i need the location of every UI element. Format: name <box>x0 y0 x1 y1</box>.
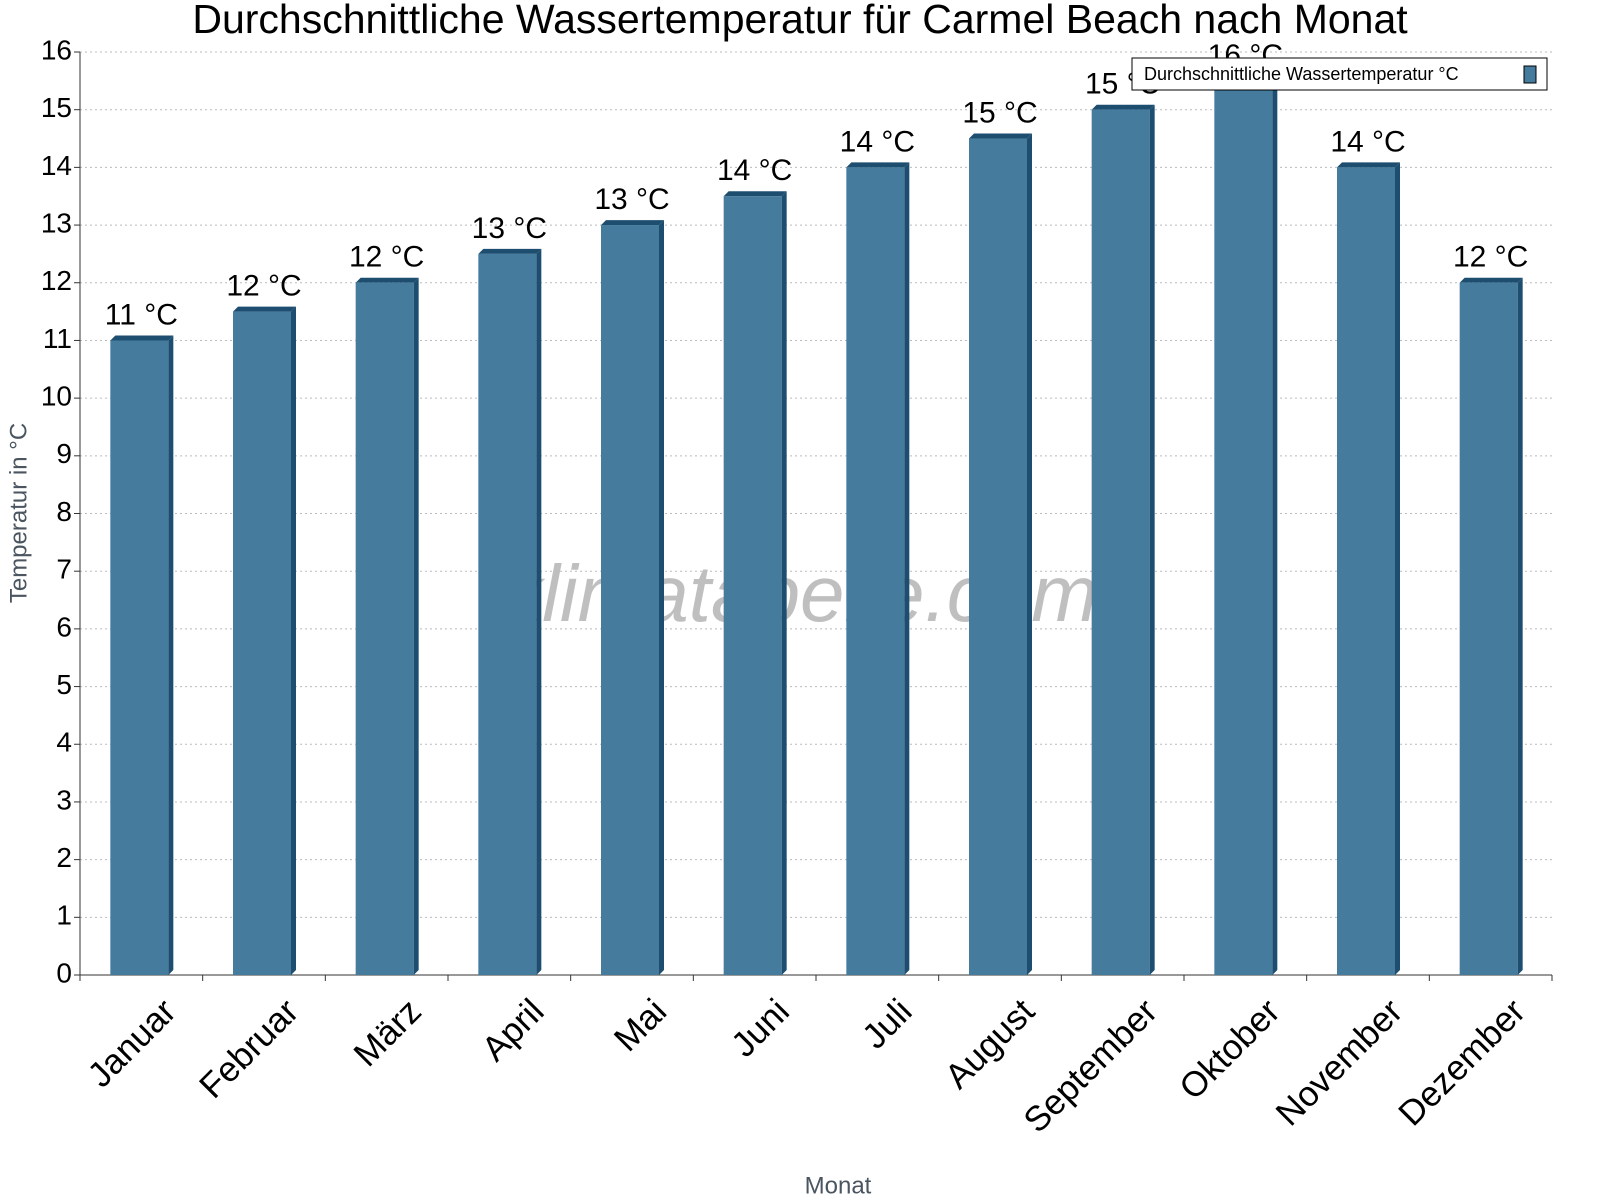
value-label: 14 °C <box>1330 125 1405 158</box>
value-label: 12 °C <box>226 270 301 303</box>
x-tick-label: August <box>938 991 1043 1096</box>
y-tick-label: 7 <box>56 554 72 585</box>
x-tick-label: November <box>1268 991 1410 1133</box>
y-tick-label: 5 <box>56 669 72 700</box>
bar-side <box>291 306 296 975</box>
bar <box>723 196 782 975</box>
value-label: 12 °C <box>349 241 424 274</box>
bar-top <box>233 306 296 312</box>
bar <box>1337 167 1395 975</box>
y-tick-label: 14 <box>41 150 72 181</box>
y-tick-label: 4 <box>56 727 72 758</box>
y-tick-label: 10 <box>41 381 72 412</box>
x-tick-label: Februar <box>192 991 306 1105</box>
bar-top <box>846 162 910 168</box>
bar-top <box>110 335 174 341</box>
bar-side <box>1027 133 1032 975</box>
bar-top <box>1091 104 1155 110</box>
bar-side <box>781 191 787 975</box>
bar <box>1091 109 1150 975</box>
bar-top <box>969 133 1032 139</box>
y-tick-label: 16 <box>41 34 72 65</box>
bar-side <box>1395 162 1400 975</box>
y-tick-label: 13 <box>41 207 72 238</box>
value-label: 13 °C <box>472 212 547 245</box>
legend-swatch <box>1523 65 1537 84</box>
x-tick-label: März <box>346 992 429 1075</box>
bar-top <box>478 248 542 254</box>
bar <box>846 167 905 975</box>
value-label: 14 °C <box>840 125 915 158</box>
legend-box <box>1131 57 1548 91</box>
bar-side <box>1272 75 1278 975</box>
y-tick-label: 0 <box>56 957 72 988</box>
value-label: 11 °C <box>105 298 178 331</box>
x-tick-label: April <box>474 992 551 1069</box>
bar-top <box>723 191 787 197</box>
x-tick-label: Oktober <box>1172 991 1288 1107</box>
bar <box>1459 282 1518 975</box>
bar <box>233 311 291 975</box>
x-tick-label: Januar <box>80 991 183 1094</box>
value-label: 15 °C <box>962 96 1037 129</box>
legend: Durchschnittliche Wassertemperatur °C <box>1131 57 1548 91</box>
y-tick-label: 1 <box>56 900 72 931</box>
y-tick-label: 15 <box>41 92 72 123</box>
bar-side <box>1517 277 1523 975</box>
value-label: 13 °C <box>594 183 669 216</box>
bar-side <box>659 220 664 975</box>
bar <box>969 138 1027 975</box>
value-label: 12 °C <box>1453 241 1528 274</box>
bar-side <box>413 277 419 975</box>
y-tick-label: 2 <box>56 842 72 873</box>
legend-label: Durchschnittliche Wassertemperatur °C <box>1144 64 1459 84</box>
bar-side <box>1149 104 1155 975</box>
bar-top <box>1459 277 1523 283</box>
bar <box>1214 80 1273 975</box>
x-tick-label: September <box>1016 991 1165 1140</box>
y-tick-label: 9 <box>56 438 72 469</box>
bar-top <box>1337 162 1400 168</box>
y-tick-label: 8 <box>56 496 72 527</box>
bar-side <box>904 162 910 975</box>
bar-top <box>355 277 419 283</box>
bar-side <box>168 335 174 975</box>
bar <box>110 340 169 975</box>
x-tick-label: Dezember <box>1391 991 1533 1133</box>
value-label: 14 °C <box>717 154 792 187</box>
bar-top <box>601 220 664 226</box>
bar <box>478 253 537 975</box>
x-tick-label: Juni <box>724 992 797 1065</box>
bar <box>601 225 659 975</box>
y-tick-label: 11 <box>43 323 72 354</box>
x-axis-label: Monat <box>805 1172 872 1199</box>
y-axis-label: Temperatur in °C <box>5 423 32 603</box>
y-tick-label: 6 <box>56 611 72 642</box>
chart-title: Durchschnittliche Wassertemperatur für C… <box>192 0 1408 42</box>
x-tick-label: Mai <box>607 992 674 1059</box>
y-tick-label: 12 <box>41 265 72 296</box>
y-tick-label: 3 <box>56 784 72 815</box>
x-tick-label: Juli <box>855 992 920 1057</box>
bar-side <box>536 248 542 975</box>
bar <box>355 282 414 975</box>
